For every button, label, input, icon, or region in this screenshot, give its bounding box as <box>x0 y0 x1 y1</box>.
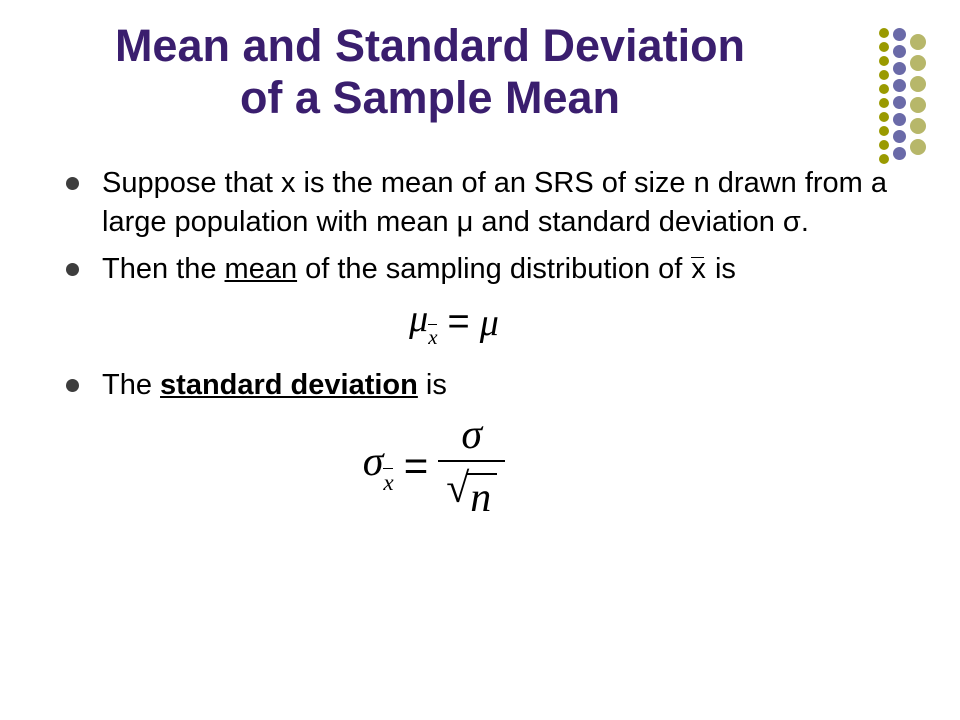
deco-dot <box>893 147 906 160</box>
formula: σx=σ√n <box>58 414 910 519</box>
bullet-item: The standard deviation is <box>58 366 910 405</box>
slide-title: Mean and Standard Deviation of a Sample … <box>50 20 910 124</box>
text-segment: of the sampling distribution of <box>297 253 690 285</box>
deco-dot <box>879 70 889 80</box>
text-segment: is <box>418 369 447 401</box>
deco-column <box>910 34 926 160</box>
bullet-list: Suppose that x is the mean of an SRS of … <box>50 164 910 519</box>
bullet-marker-icon <box>66 379 79 392</box>
deco-dot <box>910 34 926 50</box>
text-segment: Suppose that x is the mean of an SRS of … <box>102 167 887 238</box>
deco-dot <box>893 28 906 41</box>
deco-dot <box>910 55 926 71</box>
text-segment: Then the <box>102 253 225 285</box>
deco-dot <box>910 118 926 134</box>
deco-dot <box>879 84 889 94</box>
deco-dot <box>879 126 889 136</box>
deco-dot <box>910 139 926 155</box>
deco-dot <box>893 79 906 92</box>
deco-column <box>879 28 889 168</box>
x-bar-symbol: x <box>691 253 706 284</box>
mu_xbar_equals_mu: μx=μ <box>409 297 499 348</box>
bullet-text: Suppose that x is the mean of an SRS of … <box>102 167 887 238</box>
slide: Mean and Standard Deviation of a Sample … <box>0 0 960 720</box>
sigma_xbar_equals_sigma_over_sqrt_n: σx=σ√n <box>363 414 506 519</box>
deco-dot <box>893 45 906 58</box>
deco-dot <box>893 113 906 126</box>
text-segment: is <box>707 253 736 285</box>
text-segment: standard deviation <box>160 369 418 401</box>
bullet-item: Suppose that x is the mean of an SRS of … <box>58 164 910 242</box>
deco-dot <box>879 56 889 66</box>
text-segment: The <box>102 369 160 401</box>
deco-dot <box>910 97 926 113</box>
bullet-marker-icon <box>66 263 79 276</box>
corner-dot-decoration <box>875 28 926 168</box>
text-segment: mean <box>225 253 298 285</box>
bullet-item: Then the mean of the sampling distributi… <box>58 250 910 289</box>
deco-dot <box>879 140 889 150</box>
deco-column <box>893 28 906 164</box>
deco-dot <box>879 112 889 122</box>
title-line-2: of a Sample Mean <box>50 72 810 124</box>
deco-dot <box>879 42 889 52</box>
bullet-text: The standard deviation is <box>102 369 447 401</box>
deco-dot <box>893 130 906 143</box>
formula: μx=μ <box>58 297 910 348</box>
title-line-1: Mean and Standard Deviation <box>50 20 810 72</box>
bullet-text: Then the mean of the sampling distributi… <box>102 253 736 285</box>
deco-dot <box>879 28 889 38</box>
deco-dot <box>879 98 889 108</box>
deco-dot <box>893 96 906 109</box>
deco-dot <box>910 76 926 92</box>
deco-dot <box>893 62 906 75</box>
deco-dot <box>879 154 889 164</box>
bullet-marker-icon <box>66 177 79 190</box>
